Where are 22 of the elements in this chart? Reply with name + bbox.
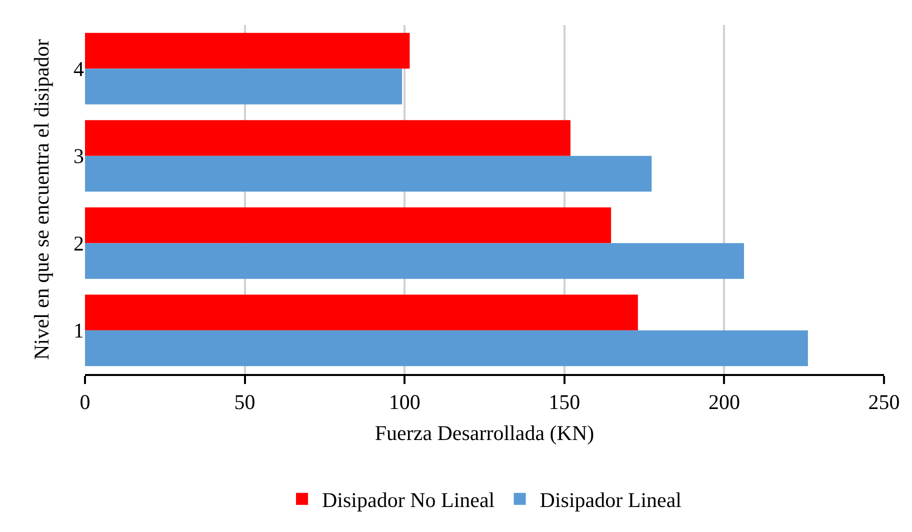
y-tick-label: 4 [74,56,84,81]
bar [85,68,402,104]
bar [85,120,570,156]
bar [85,156,652,192]
y-tick-label: 2 [74,231,84,256]
bar [85,207,612,244]
x-tick-label: 250 [868,390,900,414]
bar [85,243,744,279]
bar [85,330,808,366]
x-axis-title: Fuerza Desarrollada (KN) [374,420,594,445]
x-tick-label: 0 [80,390,90,414]
y-tick-label: 1 [74,318,84,343]
x-tick-label: 150 [548,390,580,414]
x-tick-label: 200 [708,390,740,414]
x-tick-label: 100 [388,390,420,414]
legend-label: Disipador No Lineal [322,488,495,512]
legend-label: Disipador Lineal [540,488,682,512]
y-tick-label: 3 [74,144,84,168]
x-tick-label: 50 [234,390,256,414]
bar [85,294,638,330]
y-axis-title: Nivel en que se encuentra el disipador [30,39,54,360]
bar [85,32,410,69]
